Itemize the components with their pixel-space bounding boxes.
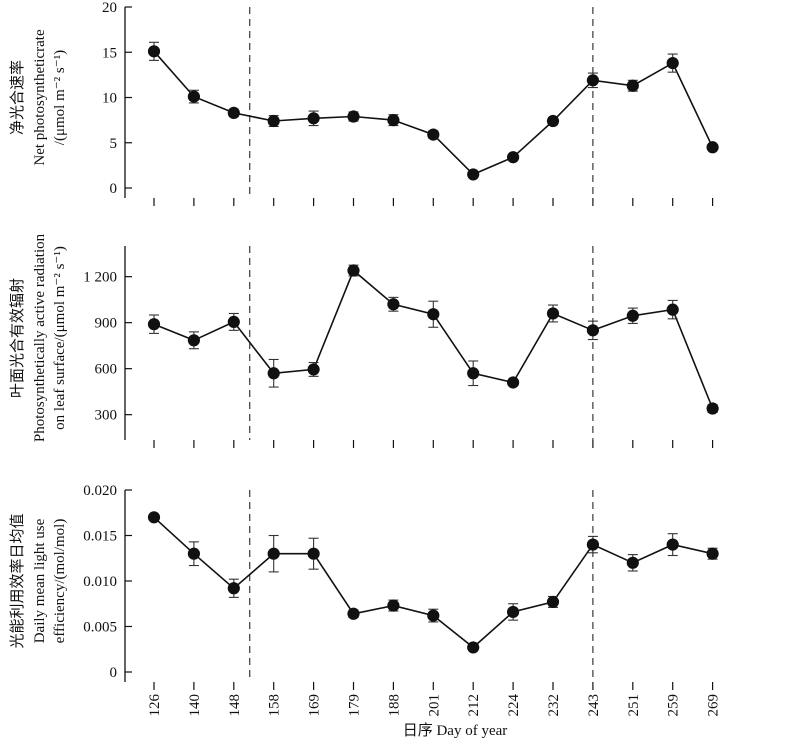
y-tick-label: 15: [102, 45, 117, 61]
y-tick-label: 1 200: [83, 270, 117, 286]
data-point: [546, 114, 560, 128]
y-axis-label: 净光合速率 Net photosyntheticrate/(μmol m⁻² s⁻…: [9, 29, 68, 166]
data-point: [267, 547, 280, 560]
data-point: [506, 605, 520, 619]
data-point: [586, 74, 600, 87]
y-tick-label: 20: [102, 0, 117, 16]
x-tick-label: 158: [267, 694, 283, 717]
panel-2: 300 600 900 1 200 叶面光合有效辐射 Photosynthetically…: [9, 233, 719, 448]
y-tick-label: 0: [110, 181, 118, 197]
y-axis-label: 光能利用效率日均值 Daily mean light use efficiency/…: [9, 513, 68, 648]
data-point: [666, 303, 679, 316]
data-point: [666, 538, 679, 551]
data-point: [586, 324, 600, 337]
y-axis-label-line: Photosynthetically active radiation: [32, 233, 48, 442]
data-point: [666, 57, 679, 70]
data-point: [347, 264, 360, 277]
x-tick-label: 269: [706, 694, 722, 717]
y-axis-label-line: on leaf surface/(μmol m⁻² s⁻¹): [52, 246, 68, 430]
y-tick-label: 0: [110, 665, 118, 681]
x-tick-label: 259: [666, 694, 682, 717]
data-point: [267, 114, 280, 128]
data-point: [307, 112, 320, 125]
series-line: [153, 269, 714, 409]
data-point: [387, 599, 400, 612]
y-tick-label: 0.020: [83, 483, 117, 499]
y-axis-label-line: /(μmol m⁻² s⁻¹): [52, 50, 68, 145]
series-line: [153, 516, 713, 649]
data-point: [546, 595, 560, 609]
y-axis-label-line: 净光合速率: [9, 60, 26, 135]
y-axis-label-line: Daily mean light use: [32, 518, 48, 643]
x-tick-label: 243: [586, 694, 602, 717]
y-tick-label: 5: [110, 136, 118, 152]
chart-panels: 0 5 10 15 20 净光合速率 Net photosyntheticrate/(μmo…: [9, 0, 719, 690]
x-tick-label: 169: [307, 694, 323, 717]
data-point: [147, 318, 161, 331]
x-tick-label: 232: [546, 694, 562, 717]
data-point: [427, 609, 440, 622]
data-point: [427, 128, 440, 141]
x-tick-label: 251: [626, 694, 642, 717]
x-tick-label: 212: [466, 694, 482, 717]
x-tick-label: 140: [187, 694, 203, 717]
x-tick-label: 126: [147, 694, 163, 717]
data-point: [147, 511, 161, 524]
y-tick-label: 600: [95, 362, 118, 378]
y-tick-label: 0.010: [83, 574, 117, 590]
x-tick-label: 201: [426, 694, 442, 717]
data-point: [626, 79, 639, 92]
x-axis-label: 日序 Day of year: [403, 722, 508, 739]
data-point: [307, 547, 320, 560]
data-point: [706, 547, 719, 560]
data-point: [187, 334, 200, 347]
data-point: [506, 376, 520, 389]
x-axis: 126 140 148 158 169 179 188 201 212 224 232 243 251 2…: [147, 694, 722, 717]
data-point: [147, 45, 161, 58]
data-point: [187, 90, 200, 103]
data-point: [467, 168, 480, 181]
data-point: [187, 547, 200, 560]
data-point: [387, 114, 400, 127]
x-tick-label: 188: [386, 694, 402, 717]
data-point: [467, 641, 480, 654]
y-tick-label: 0.015: [83, 529, 117, 545]
data-point: [706, 402, 719, 415]
data-point: [227, 582, 240, 595]
data-point: [347, 607, 360, 620]
x-tick-label: 224: [506, 694, 522, 717]
y-tick-label: 10: [102, 91, 117, 107]
data-point: [427, 308, 440, 321]
panel-1: 0 5 10 15 20 净光合速率 Net photosyntheticrate/(μmo…: [9, 0, 719, 206]
data-point: [626, 556, 639, 569]
y-axis-label-line: 光能利用效率日均值: [9, 513, 26, 648]
data-point: [267, 367, 280, 380]
data-point: [347, 110, 360, 123]
data-point: [227, 106, 240, 119]
y-axis-label-line: efficiency/(mol/mol): [52, 519, 68, 644]
y-tick-label: 300: [95, 408, 118, 424]
data-point: [467, 367, 480, 380]
x-tick-label: 179: [347, 694, 363, 717]
x-tick-label: 148: [227, 694, 243, 717]
data-point: [387, 298, 400, 311]
data-point: [626, 309, 639, 322]
y-axis-label: 叶面光合有效辐射 Photosynthetically active radiat…: [9, 233, 68, 442]
data-point: [227, 315, 240, 328]
y-tick-label: 900: [95, 316, 118, 332]
data-point: [586, 538, 600, 551]
panel-3: 0 0.005 0.010 0.015 0.020 光能利用效率日均值 Daily mean…: [9, 483, 719, 690]
y-tick-label: 0.005: [83, 620, 117, 636]
y-axis-label-line: 叶面光合有效辐射: [9, 278, 26, 398]
data-point: [706, 141, 719, 154]
y-axis-label-line: Net photosyntheticrate: [32, 29, 48, 166]
data-point: [546, 307, 560, 320]
data-point: [307, 363, 320, 376]
data-point: [506, 151, 520, 164]
